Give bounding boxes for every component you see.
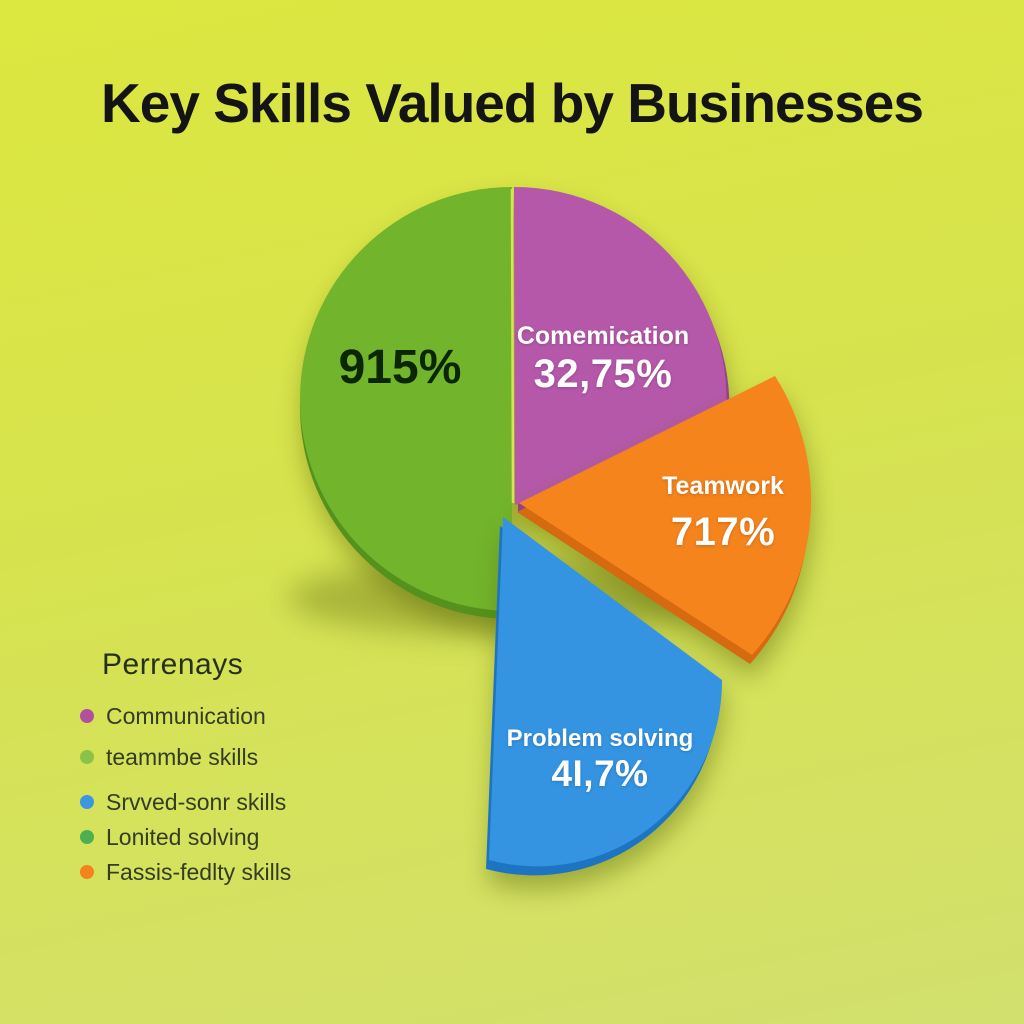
main-pie-circle [300,186,730,619]
legend-swatch-purple-icon [80,709,94,723]
legend-title: Perrenays [102,648,244,681]
blue-wedge-group [486,517,723,876]
legend-swatch-orange-icon [80,865,94,879]
orange-slice-value: 717% [670,509,776,554]
blue-slice-value: 4I,7% [551,752,649,794]
legend-item-lonited-solving: Lonited solving [80,822,291,852]
legend: Communication teammbe skills Srvved-sonr… [80,701,291,887]
legend-swatch-blue-icon [80,795,94,809]
legend-item-srvved-sonr-skills: Srvved-sonr skills [80,787,291,817]
purple-slice-label: Comemication 32,75% [498,322,708,397]
blue-slice-label: Problem solving 4I,7% [495,725,705,795]
legend-label: Lonited solving [106,823,260,850]
legend-item-communication: Communication [80,701,291,731]
legend-swatch-green-icon [80,830,94,844]
green-slice [300,187,512,611]
blue-slice [489,517,723,867]
green-slice-value: 915% [338,341,462,394]
legend-label: Fassis-fedlty skills [106,858,292,885]
legend-item-teammbe-skills: teammbe skills [80,742,291,772]
legend-item-fassis-fedlty-skills: Fassis-fedlty skills [80,857,291,887]
orange-slice-label: Teamwork 717% [638,472,808,555]
orange-wedge-group [517,376,812,664]
orange-slice [519,376,812,655]
slice-divider-line [510,188,515,504]
purple-slice [514,186,727,505]
purple-slice-name: Comemication [516,322,690,350]
legend-label: Srvved-sonr skills [106,788,287,815]
legend-swatch-lightgreen-icon [80,750,94,764]
page-title: Key Skills Valued by Businesses [101,71,924,134]
legend-label: teammbe skills [106,743,259,770]
orange-slice-name: Teamwork [662,472,784,500]
purple-slice-value: 32,75% [533,351,673,396]
legend-label: Communication [106,702,266,729]
blue-slice-name: Problem solving [506,725,694,752]
